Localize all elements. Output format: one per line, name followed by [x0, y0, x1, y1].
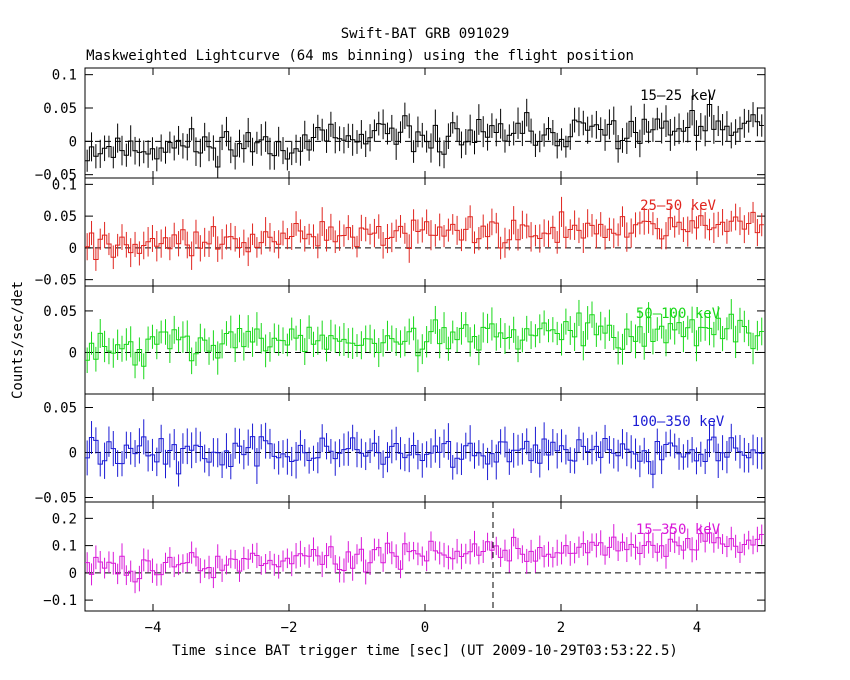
- lightcurve-line: [85, 312, 764, 367]
- x-tick-label: 4: [693, 620, 701, 636]
- x-tick-label: 2: [557, 620, 565, 636]
- y-tick-label: 0.05: [43, 209, 77, 225]
- panel-25-50-kev: −0.05 0 0.05 0.1 25–50 keV: [35, 177, 766, 289]
- y-tick-label: 0.05: [43, 101, 77, 117]
- series-15-25-kev: [85, 92, 764, 178]
- panel-15-350-kev: −0.1 0 0.1 0.2 15–350 keV: [43, 501, 766, 612]
- y-tick-label: 0: [69, 566, 77, 582]
- lightcurve-line: [85, 532, 764, 583]
- band-label: 25–50 keV: [640, 198, 716, 214]
- band-label: 100–350 keV: [632, 414, 725, 430]
- series-50-100-kev: [85, 299, 764, 380]
- chart-title: Swift-BAT GRB 091029: [341, 26, 510, 42]
- y-tick-label: 0.05: [43, 304, 77, 320]
- y-tick-label: 0: [69, 241, 77, 257]
- y-tick-label: 0.05: [43, 401, 77, 417]
- y-tick-label: −0.1: [43, 593, 77, 609]
- panels-group: −0.05 0 0.05 0.1 15–25 keV −0.05 0 0.05 0.1 25–50…: [35, 67, 766, 636]
- y-axis-label: Counts/sec/det: [10, 281, 26, 399]
- x-tick-label: 0: [421, 620, 429, 636]
- band-label: 50–100 keV: [636, 306, 721, 322]
- panel-100-350-kev: −0.05 0 0.05 100–350 keV: [35, 393, 766, 507]
- y-tick-label: −0.05: [35, 491, 77, 507]
- y-tick-label: −0.05: [35, 273, 77, 289]
- panel-50-100-kev: 0 0.05 50–100 keV: [43, 285, 766, 395]
- y-tick-label: 0.1: [52, 68, 77, 84]
- y-tick-label: 0.1: [52, 177, 77, 193]
- series-100-350-kev: [85, 419, 764, 489]
- x-axis-label: Time since BAT trigger time [sec] (UT 20…: [172, 643, 678, 659]
- lightcurve-line: [85, 436, 764, 475]
- y-tick-label: 0: [69, 345, 77, 361]
- series-15-350-kev: [85, 522, 764, 594]
- y-tick-label: 0: [69, 134, 77, 150]
- y-tick-label: 0: [69, 446, 77, 462]
- x-tick-label: −4: [145, 620, 162, 636]
- panel-frame: [84, 67, 766, 179]
- series-25-50-kev: [85, 196, 764, 271]
- y-tick-label: 0.2: [52, 511, 77, 527]
- panel-15-25-kev: −0.05 0 0.05 0.1 15–25 keV: [35, 67, 766, 184]
- lightcurve-line: [85, 211, 764, 260]
- band-label: 15–350 keV: [636, 522, 721, 538]
- chart-subtitle: Maskweighted Lightcurve (64 ms binning) …: [86, 48, 634, 64]
- y-tick-label: −0.05: [35, 168, 77, 184]
- x-tick-label: −2: [281, 620, 298, 636]
- y-tick-label: 0.1: [52, 539, 77, 555]
- band-label: 15–25 keV: [640, 88, 716, 104]
- lightcurve-line: [85, 104, 764, 168]
